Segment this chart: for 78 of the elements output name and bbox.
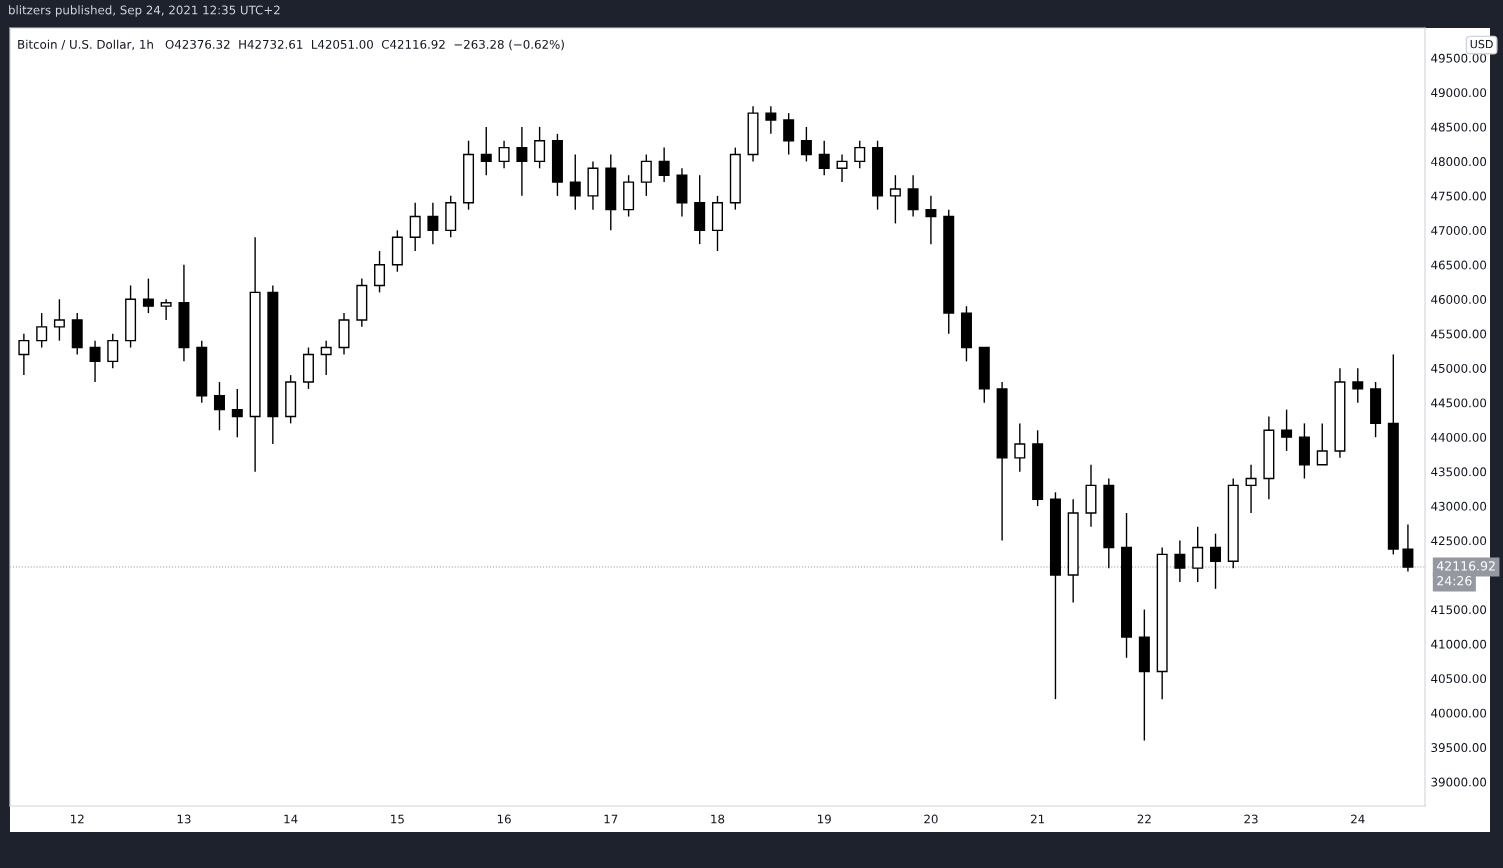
x-tick-label: 20 bbox=[924, 814, 938, 824]
candlestick bbox=[409, 202, 421, 252]
candlestick bbox=[765, 105, 777, 135]
candlestick bbox=[534, 126, 546, 169]
y-tick-label: 40500.00 bbox=[1431, 674, 1487, 684]
text: O42376.32 H42732.61 L42051.00 C42116.92 −263.28 (−0.62%) bbox=[165, 39, 564, 51]
y-tick-label: 47000.00 bbox=[1431, 226, 1487, 235]
candlestick bbox=[142, 277, 154, 314]
x-tick-label: 12 bbox=[71, 814, 84, 824]
y-tick-label: 44500.00 bbox=[1431, 398, 1487, 408]
candlestick bbox=[427, 202, 439, 245]
candlestick bbox=[374, 250, 386, 294]
candlestick bbox=[1192, 526, 1204, 583]
candlestick bbox=[498, 140, 510, 169]
y-tick-label: 44000.00 bbox=[1431, 432, 1487, 442]
y-tick-label: 43500.00 bbox=[1431, 467, 1487, 477]
candlestick bbox=[1174, 539, 1186, 583]
y-tick-label: 39000.00 bbox=[1431, 777, 1487, 787]
candlestick bbox=[320, 339, 332, 376]
candlestick bbox=[907, 174, 919, 218]
y-tick-label: 45000.00 bbox=[1431, 363, 1487, 373]
x-tick-label: 23 bbox=[1244, 814, 1258, 824]
x-tick-label: 22 bbox=[1137, 814, 1151, 824]
candlestick bbox=[889, 174, 901, 225]
candlestick bbox=[836, 153, 848, 183]
candlestick bbox=[1245, 464, 1257, 514]
y-tick-label: 39500.00 bbox=[1431, 743, 1487, 753]
x-tick-label: 24 bbox=[1351, 814, 1365, 824]
candlestick bbox=[36, 312, 48, 349]
x-tick-label: 15 bbox=[391, 814, 404, 824]
y-tick-label: 49500.00 bbox=[1431, 53, 1487, 63]
candlestick bbox=[1210, 532, 1222, 590]
text: 24:26 bbox=[1437, 576, 1472, 586]
ref-line-label: 42116.92 bbox=[1436, 561, 1495, 571]
y-tick-label: 48000.00 bbox=[1431, 157, 1487, 167]
x-tick-label: 17 bbox=[604, 814, 618, 824]
candlestick bbox=[480, 126, 492, 176]
candlestick bbox=[89, 339, 101, 383]
candlestick bbox=[1402, 523, 1414, 573]
candlestick bbox=[107, 333, 119, 369]
text: blitzers published, Sep 24, 2021 12:35 UTC+2 bbox=[9, 5, 280, 17]
candlestick bbox=[53, 298, 65, 342]
candlestick bbox=[569, 153, 581, 211]
y-tick-label: 43000.00 bbox=[1431, 501, 1487, 511]
candlestick bbox=[231, 388, 243, 438]
candlestick bbox=[1281, 408, 1293, 452]
candlestick bbox=[160, 298, 172, 321]
candlestick bbox=[925, 195, 937, 245]
candlestick bbox=[18, 333, 30, 376]
y-tick-label: 41500.00 bbox=[1431, 605, 1487, 615]
candlestick bbox=[516, 126, 528, 197]
candlestick bbox=[818, 140, 830, 176]
y-tick-label: 45500.00 bbox=[1431, 329, 1487, 339]
y-tick-label: 42500.00 bbox=[1431, 536, 1487, 546]
y-tick-label: 47500.00 bbox=[1431, 191, 1487, 201]
y-tick-label: 41000.00 bbox=[1431, 639, 1487, 649]
candlestick bbox=[783, 112, 795, 156]
candlestick bbox=[213, 381, 225, 431]
y-tick-label: 46500.00 bbox=[1431, 260, 1487, 270]
y-tick-label: 46000.00 bbox=[1431, 295, 1487, 304]
y-tick-label: 40000.00 bbox=[1431, 708, 1487, 718]
x-tick-label: 16 bbox=[497, 814, 511, 824]
x-tick-label: 18 bbox=[711, 814, 725, 824]
x-tick-label: 21 bbox=[1030, 814, 1045, 824]
text: USD bbox=[1470, 39, 1493, 49]
candlestick bbox=[640, 153, 652, 197]
candlestick bbox=[1352, 367, 1364, 404]
x-tick-label: 19 bbox=[818, 814, 831, 824]
candlestick bbox=[658, 146, 670, 183]
text: Bitcoin / U.S. Dollar, 1h bbox=[18, 39, 153, 51]
y-tick-label: 49000.00 bbox=[1431, 88, 1487, 98]
x-tick-label: 14 bbox=[284, 814, 298, 824]
candlestick bbox=[1014, 422, 1026, 473]
candlestick bbox=[854, 140, 866, 169]
candlestick bbox=[800, 126, 812, 163]
x-tick-label: 13 bbox=[177, 814, 191, 824]
y-tick-label: 48500.00 bbox=[1431, 122, 1487, 132]
candlestick bbox=[1316, 422, 1328, 466]
